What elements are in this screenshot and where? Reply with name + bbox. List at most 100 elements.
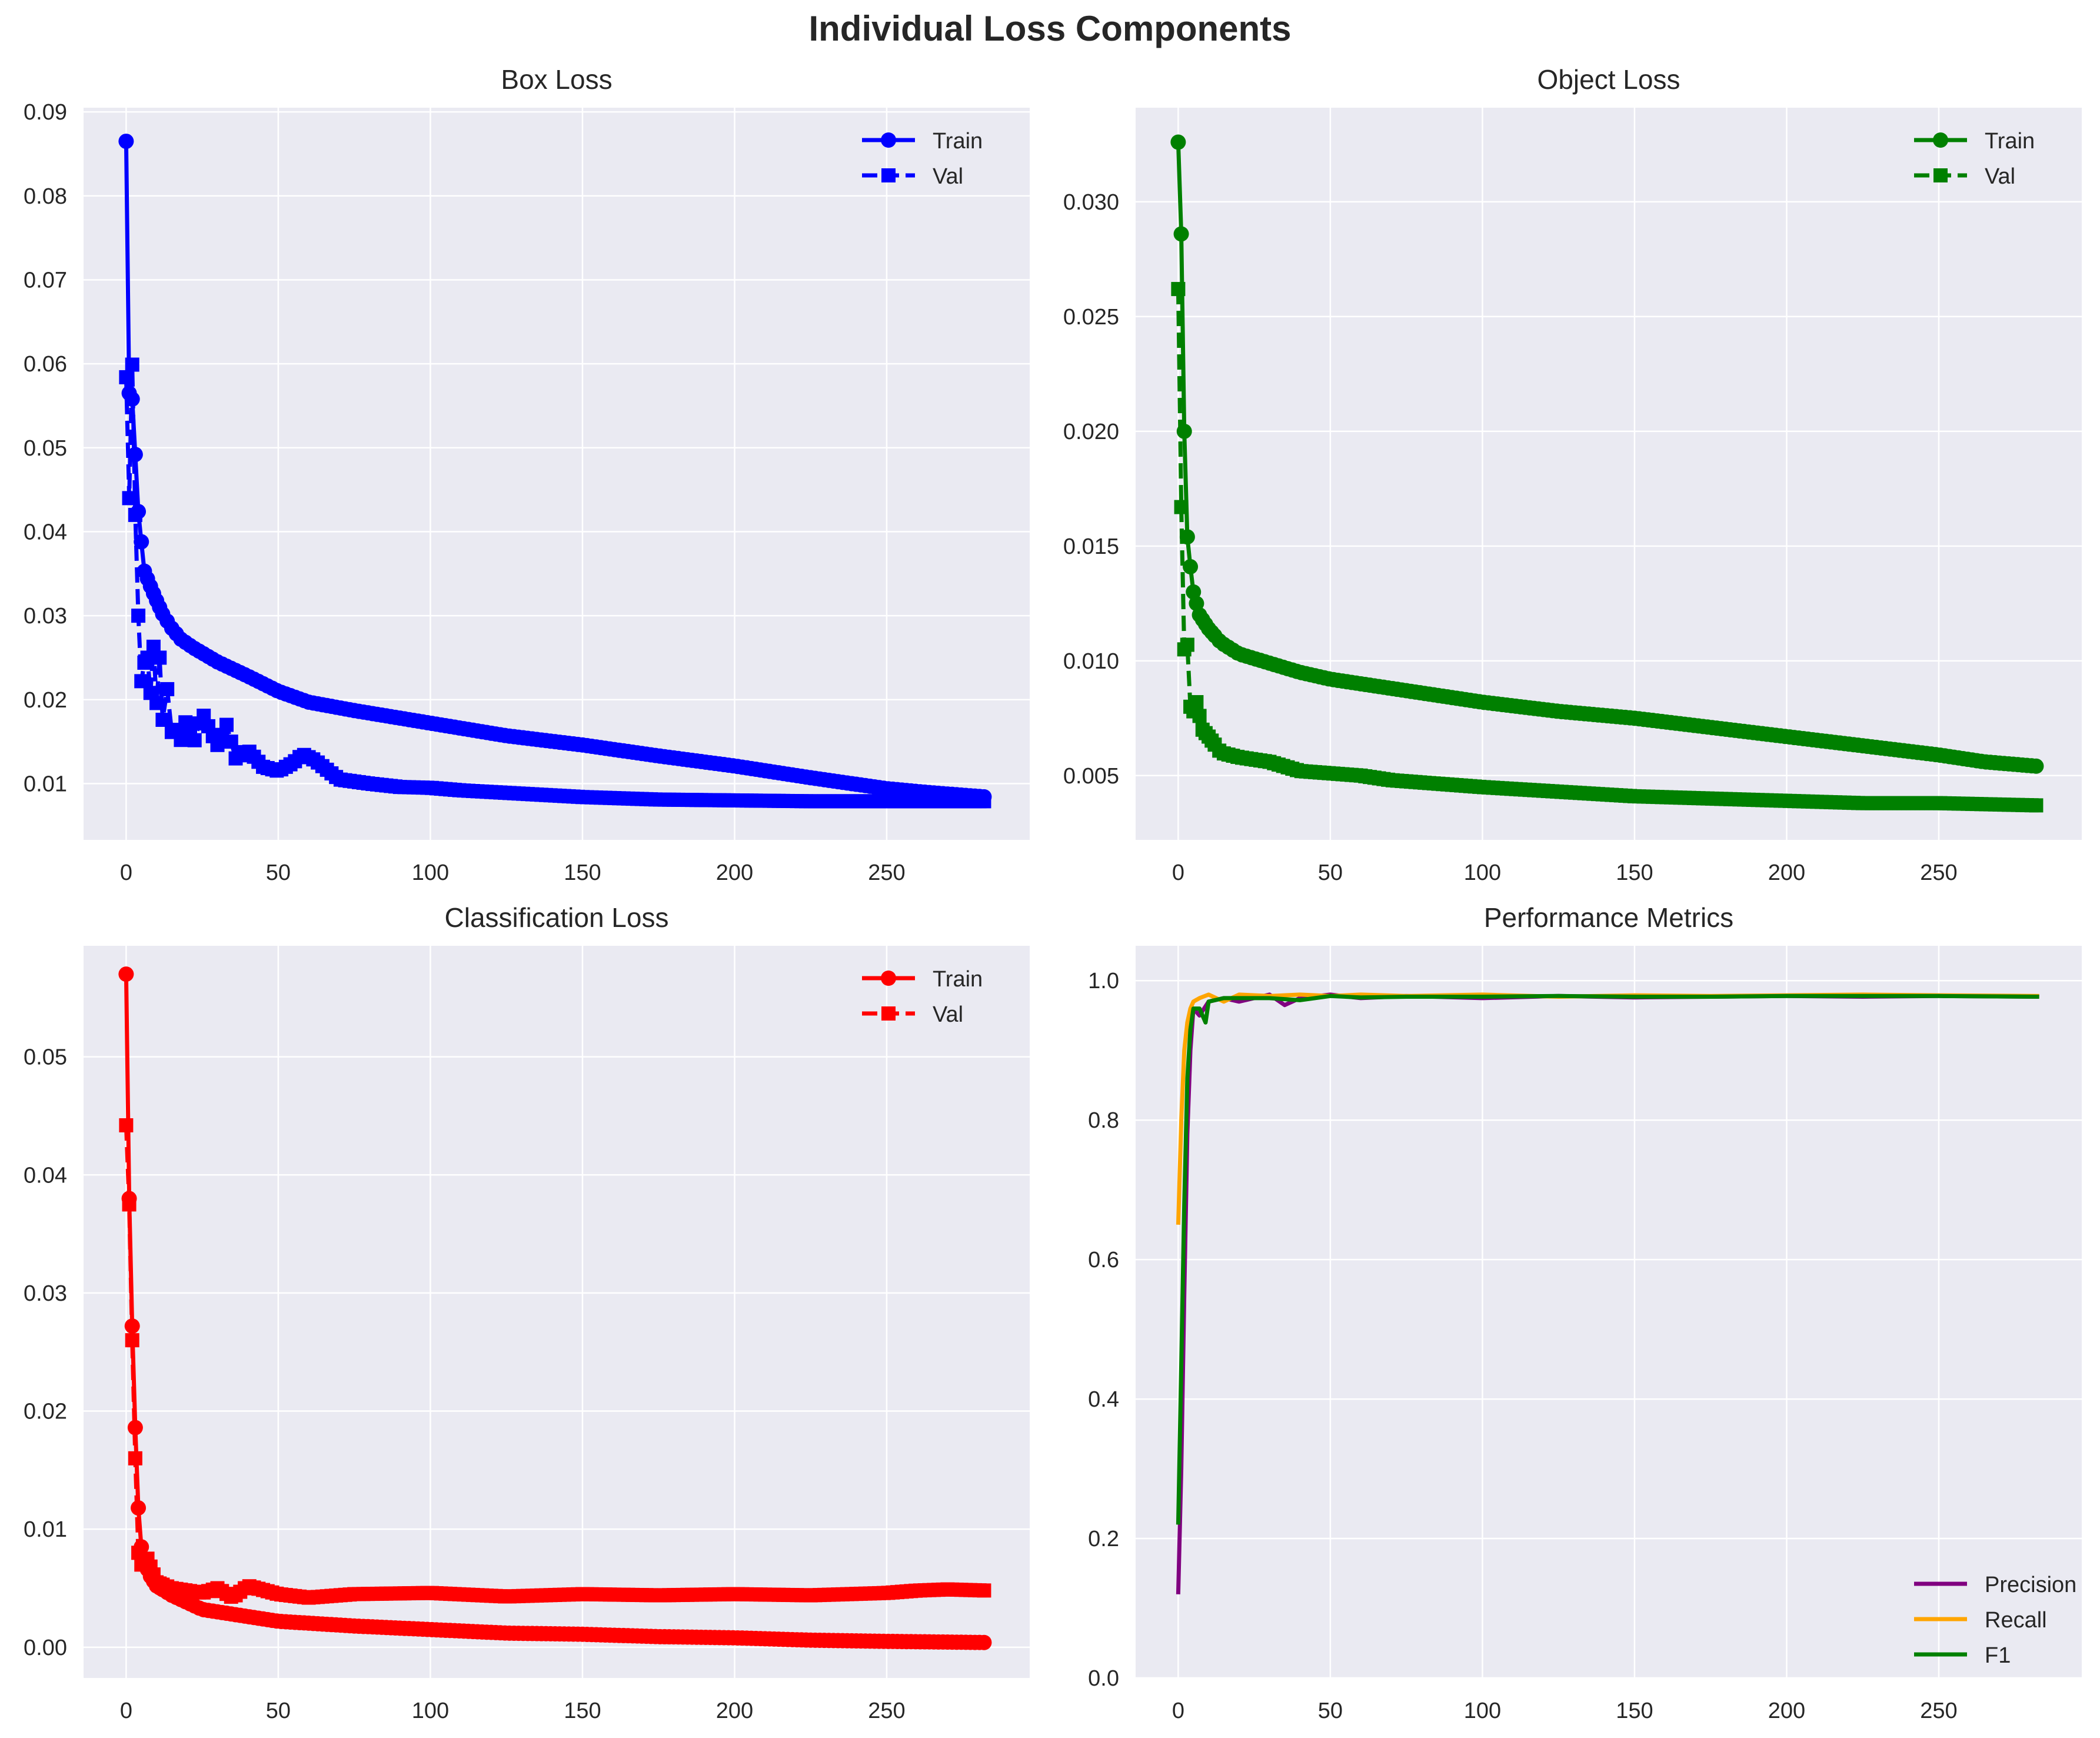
x-tick-label: 50 — [1318, 860, 1343, 885]
x-tick-label: 150 — [564, 1699, 601, 1723]
chart-title: Object Loss — [1537, 64, 1680, 95]
data-point-val — [1180, 637, 1194, 652]
y-tick-label: 0.00 — [24, 1636, 67, 1660]
data-point-val — [119, 370, 134, 384]
data-point-val — [125, 357, 139, 372]
data-point-val — [131, 609, 146, 623]
data-point-val — [160, 682, 175, 696]
y-tick-label: 0.05 — [24, 1045, 67, 1070]
legend-marker — [881, 132, 896, 148]
data-point-val — [219, 717, 234, 732]
figure-title: Individual Loss Components — [808, 9, 1292, 48]
data-point-val — [1192, 709, 1207, 723]
x-tick-label: 250 — [868, 1699, 905, 1723]
y-tick-label: 0.08 — [24, 184, 67, 209]
y-tick-label: 0.2 — [1088, 1527, 1119, 1551]
chart-title: Classification Loss — [445, 902, 669, 933]
x-tick-label: 100 — [412, 1699, 449, 1723]
x-tick-label: 200 — [716, 1699, 753, 1723]
data-point-val — [149, 696, 164, 710]
series-group — [118, 134, 992, 809]
y-tick-label: 0.06 — [24, 352, 67, 377]
plot-area — [84, 946, 1030, 1678]
data-point-val — [977, 794, 991, 809]
data-point-train — [1189, 596, 1204, 612]
y-tick-label: 0.03 — [24, 1281, 67, 1306]
data-point-val — [2029, 798, 2044, 813]
y-tick-label: 0.01 — [24, 1517, 67, 1542]
y-tick-label: 0.09 — [24, 100, 67, 125]
legend-marker — [881, 168, 896, 182]
legend-label: Val — [1985, 164, 2015, 189]
data-point-val — [125, 1333, 139, 1348]
y-tick-label: 0.030 — [1063, 190, 1119, 215]
y-tick-label: 0.07 — [24, 268, 67, 293]
y-tick-label: 0.05 — [24, 436, 67, 461]
x-tick-label: 50 — [1318, 1699, 1343, 1723]
x-tick-label: 150 — [1616, 1699, 1653, 1723]
legend-marker — [1933, 168, 1948, 182]
data-point-val — [152, 650, 167, 665]
data-point-train — [118, 134, 134, 149]
x-tick-label: 0 — [120, 860, 132, 885]
y-tick-label: 0.01 — [24, 772, 67, 796]
data-point-val — [122, 491, 137, 506]
chart-perf: 0 50 100 150 200 250 0.0 0.2 0.4 0.6 0.8 1.0 Perform… — [1088, 902, 2082, 1723]
data-point-train — [976, 1634, 992, 1650]
legend-label: Train — [933, 129, 983, 154]
chart-cls: 0 50 100 150 200 250 0.00 0.01 0.02 0.03 0.04 0.05 C… — [24, 902, 1030, 1723]
chart-title: Performance Metrics — [1484, 902, 1733, 933]
data-point-train — [127, 1420, 143, 1435]
plot-area — [1136, 946, 2082, 1678]
x-tick-label: 0 — [120, 1699, 132, 1723]
y-tick-label: 0.020 — [1063, 420, 1119, 444]
y-tick-label: 0.02 — [24, 1400, 67, 1424]
x-tick-label: 250 — [1920, 860, 1957, 885]
data-point-val — [119, 1118, 134, 1132]
series-group — [1170, 134, 2044, 813]
y-tick-label: 0.6 — [1088, 1248, 1119, 1272]
y-tick-label: 1.0 — [1088, 969, 1119, 993]
x-tick-label: 150 — [1616, 860, 1653, 885]
y-tick-label: 0.4 — [1088, 1387, 1119, 1412]
x-tick-label: 100 — [412, 860, 449, 885]
x-tick-label: 250 — [1920, 1699, 1957, 1723]
y-tick-label: 0.04 — [24, 520, 67, 544]
x-tick-label: 100 — [1464, 860, 1501, 885]
y-tick-label: 0.04 — [24, 1163, 67, 1188]
data-point-val — [155, 712, 170, 727]
legend-label: Recall — [1985, 1608, 2047, 1633]
legend-marker — [1933, 132, 1948, 148]
data-point-val — [122, 1197, 137, 1212]
y-tick-label: 0.025 — [1063, 305, 1119, 330]
legend-marker — [881, 1006, 896, 1021]
y-tick-label: 0.010 — [1063, 649, 1119, 674]
data-point-val — [128, 1451, 142, 1465]
data-point-val — [1189, 695, 1204, 710]
legend-label: Val — [933, 1002, 963, 1027]
x-tick-label: 0 — [1172, 860, 1184, 885]
y-tick-label: 0.0 — [1088, 1666, 1119, 1691]
data-point-val — [977, 1583, 991, 1598]
data-point-val — [1171, 282, 1186, 297]
series-line-f1 — [1176, 993, 2039, 1525]
series-group — [1176, 992, 2039, 1594]
x-tick-label: 100 — [1464, 1699, 1501, 1723]
data-point-val — [128, 507, 142, 522]
y-tick-label: 0.005 — [1063, 764, 1119, 789]
x-tick-label: 200 — [1768, 1699, 1805, 1723]
legend-label: Precision — [1985, 1573, 2076, 1597]
data-point-val — [187, 733, 202, 747]
legend-label: F1 — [1985, 1643, 2011, 1668]
x-tick-label: 50 — [266, 860, 291, 885]
data-point-train — [118, 966, 134, 982]
data-point-val — [224, 735, 238, 749]
legend-label: Val — [933, 164, 963, 189]
plot-area — [1136, 108, 2082, 840]
chart-title: Box Loss — [501, 64, 612, 95]
data-point-train — [2028, 758, 2044, 774]
y-tick-label: 0.02 — [24, 688, 67, 713]
x-tick-label: 250 — [868, 860, 905, 885]
